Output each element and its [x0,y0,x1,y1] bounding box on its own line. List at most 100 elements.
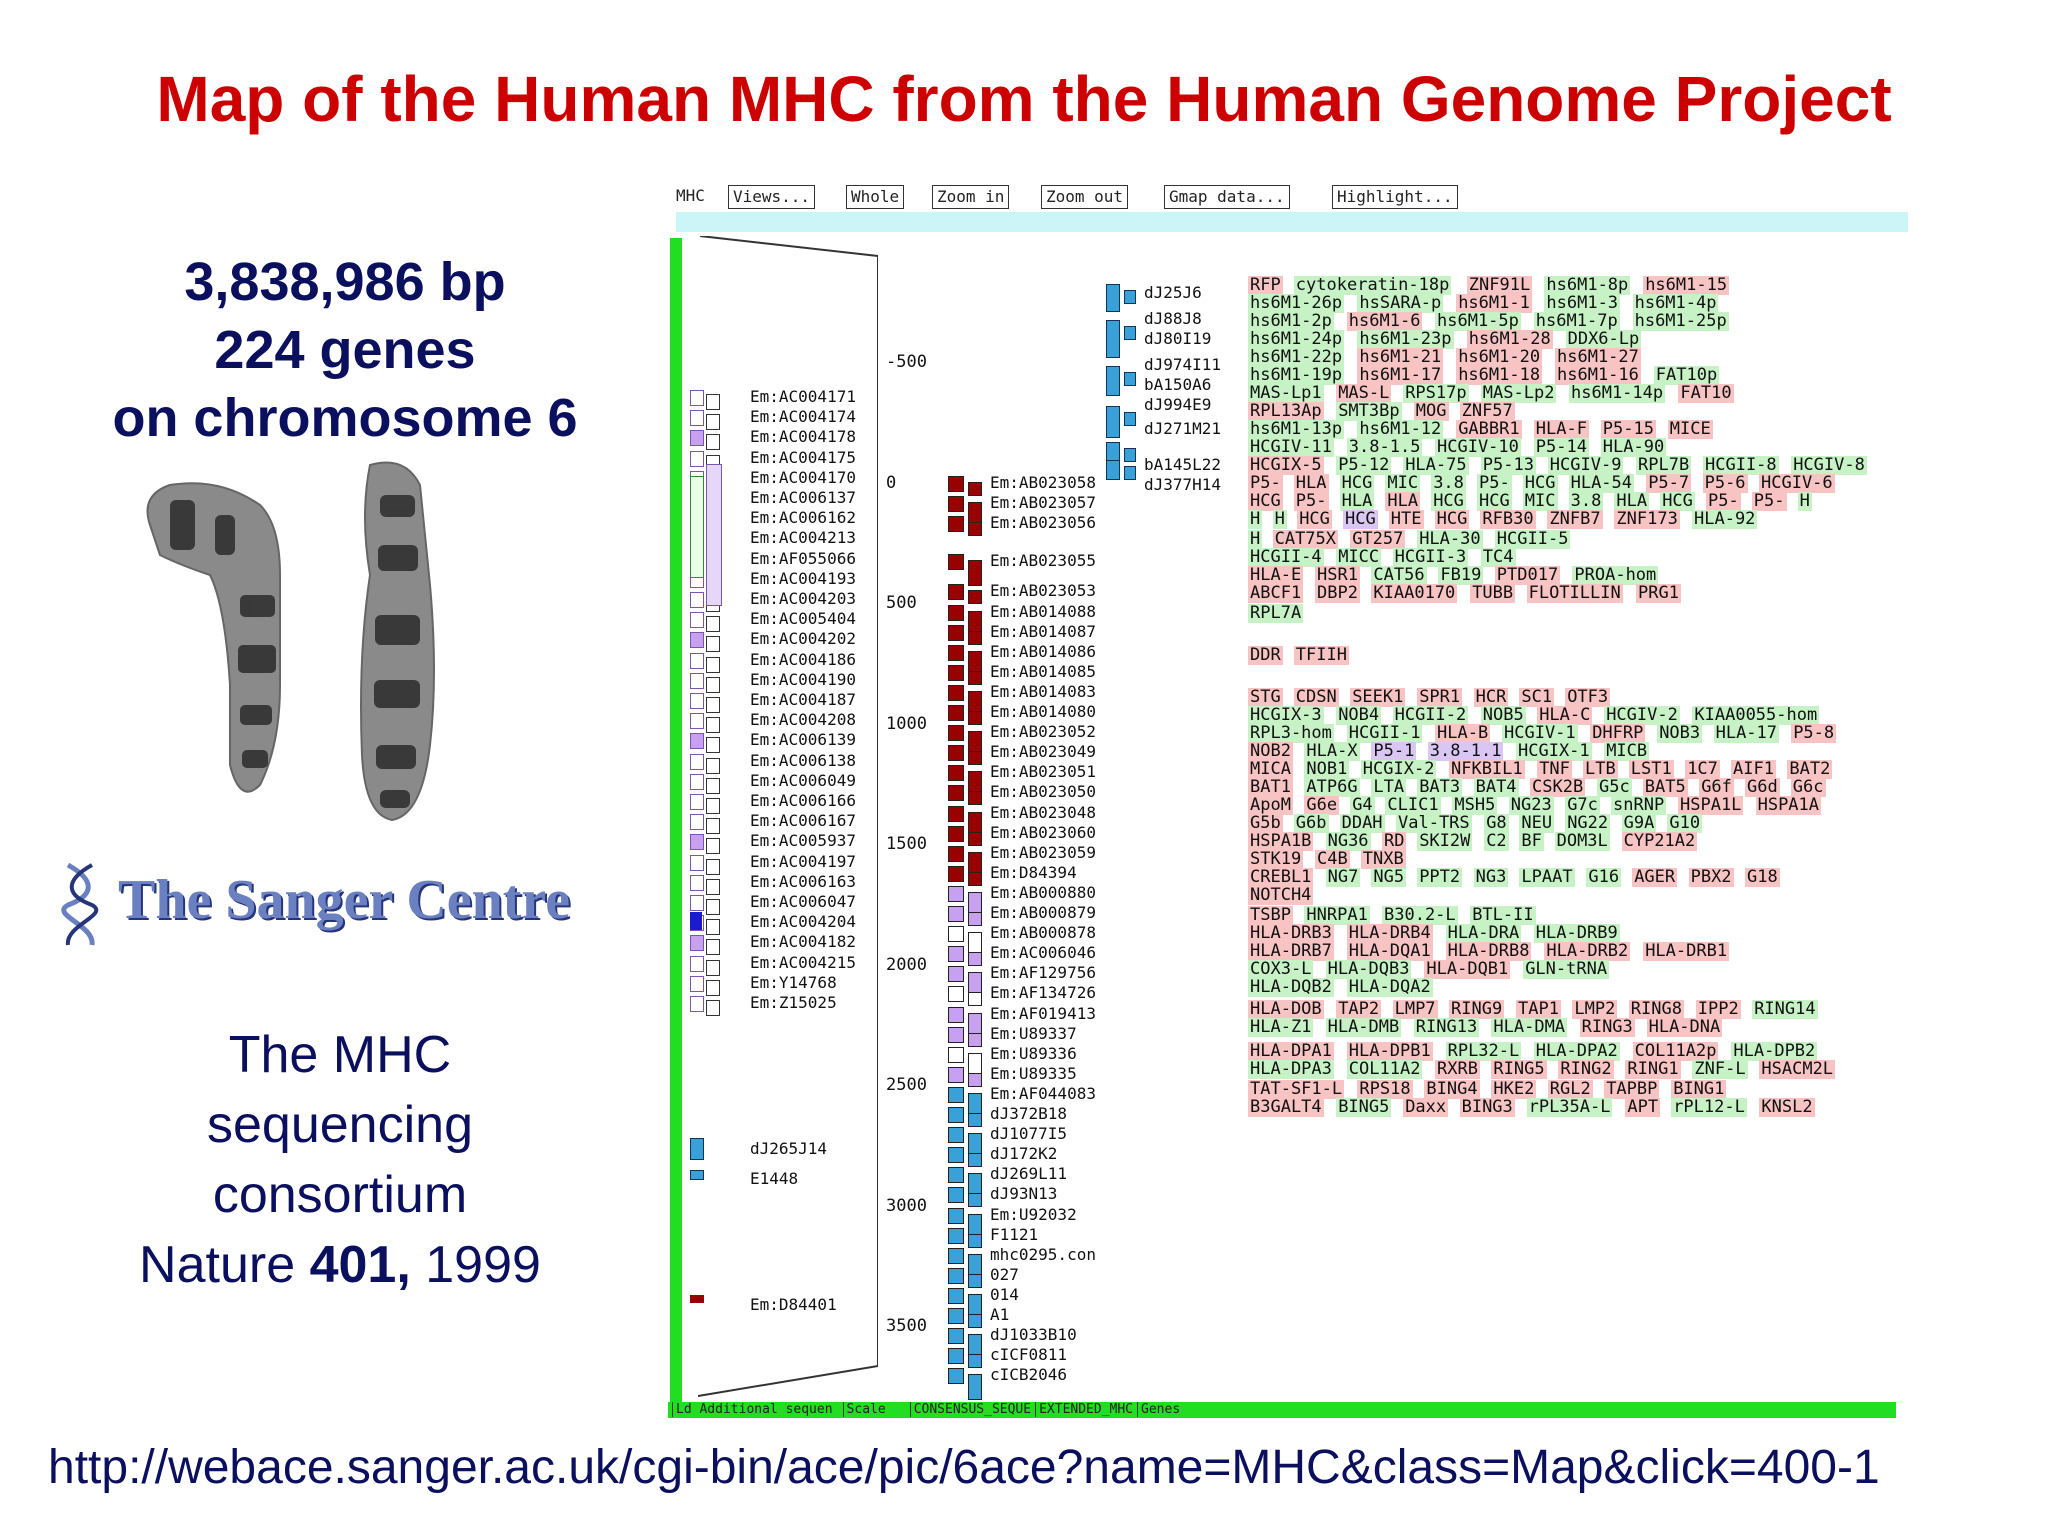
consensus-seq-marker [968,670,982,685]
gene-label: RFP [1248,275,1283,295]
gene-label: DOM3L [1554,831,1610,851]
gene-label: HLA-DQB2 [1248,977,1334,997]
gene-label: rPL12-L [1671,1097,1747,1117]
gene-label: hs6M1-23p [1357,329,1454,349]
gene-label: HLA-DRB9 [1533,923,1620,943]
zoom-out-button[interactable]: Zoom out [1041,185,1129,209]
sanger-centre-logo: The Sanger Centre [60,860,620,960]
extended-mhc-marker [1124,326,1136,340]
consensus-seq-marker [948,1026,964,1043]
gene-label: PROA-hom [1572,565,1659,585]
additional-seq-label: Em:AC006047 [750,892,856,911]
gene-label: DBP2 [1315,583,1360,603]
scale-tick-label: 2500 [886,1075,927,1095]
map-header-bar [676,212,1908,232]
gene-label: RPL32-L [1445,1041,1522,1061]
additional-seq-label: Em:AC006049 [750,770,856,790]
consensus-seq-marker [948,1187,964,1204]
extended-mhc-label: bA145L22 [1144,455,1222,474]
gene-label: HCGIV-11 [1248,437,1334,457]
gene-label: hs6M1-27 [1555,347,1641,367]
gene-label: G9A [1621,813,1657,833]
gene-label: hs6M1-13p [1248,419,1345,439]
gene-label: RPL13Ap [1248,401,1324,421]
whole-button[interactable]: Whole [846,185,905,209]
consensus-seq-marker [968,522,982,537]
additional-seq-label: Em:AC004204 [750,912,856,932]
gene-label: CYP21A2 [1621,831,1698,851]
additional-seq-label: Em:AC004170 [750,467,856,487]
gene-label: BAT3 [1417,777,1463,797]
gene-label: HSPA1B [1248,831,1314,851]
gene-label: HLA-DQA1 [1346,941,1433,961]
gene-label: CREBL1 [1248,867,1314,887]
extended-mhc-marker [1106,284,1120,312]
gene-label: H [1248,509,1263,529]
consensus-seq-marker [968,711,982,725]
gene-label: KNSL2 [1759,1097,1815,1117]
gene-label: HCGIV-10 [1435,437,1521,457]
consensus-seq-marker [948,1287,964,1304]
gene-label: RXRB [1435,1059,1480,1079]
consensus-seq-label: Em:AB014085 [990,661,1096,681]
gene-label: hs6M1-3 [1544,293,1621,313]
footer-col-extended: EXTENDED_MHC [1035,1402,1134,1417]
gene-label: BAT2 [1787,759,1833,779]
gene-label: G5b [1248,813,1283,833]
zoom-in-button[interactable]: Zoom in [932,185,1010,209]
additional-seq-label: Em:AC006167 [750,811,856,831]
additional-seq-label: Em:AC004182 [750,932,856,952]
consensus-seq-marker [948,765,964,782]
gene-label: COL11A2 [1346,1059,1423,1079]
highlight-button[interactable]: Highlight... [1332,185,1458,209]
consortium-citation: The MHC sequencing consortium Nature 401… [90,1020,590,1300]
gene-label: PRG1 [1636,583,1681,603]
map-label: MHC [676,186,705,205]
gene-label: TFIIH [1293,645,1349,665]
gene-label: HLA-54 [1568,473,1635,493]
gene-label: MAS-L [1336,383,1392,403]
gene-label: ATP6G [1304,777,1360,797]
views-button[interactable]: Views... [728,185,816,209]
consensus-seq-marker [948,664,964,681]
additional-seq-marker [690,996,704,1012]
extended-mhc-label: dJ377H14 [1144,475,1222,494]
consensus-seq-label: Em:U89337 [990,1023,1077,1043]
gene-label: HLA-DPA2 [1533,1041,1620,1061]
gene-label: CSK2B [1530,777,1586,797]
consensus-seq-marker [948,476,964,492]
additional-seq-label: Em:AC006139 [750,730,856,750]
additional-seq-marker [690,895,704,911]
gene-label: Daxx [1403,1097,1449,1117]
consensus-seq-label: Em:AB014083 [990,681,1096,701]
gene-label: P5- [1293,491,1329,511]
gene-label: HLA-DPA3 [1248,1059,1334,1079]
gene-label: COL11A2p [1632,1041,1719,1061]
additional-seq-label: E1448 [750,1169,799,1188]
source-url[interactable]: http://webace.sanger.ac.uk/cgi-bin/ace/p… [48,1441,1880,1494]
gene-label: P5- [1477,473,1512,493]
gene-label: HLA-DMB [1325,1017,1402,1037]
additional-seq-label: Em:AC004202 [750,629,856,649]
additional-seq-marker [706,464,722,606]
gene-label: NG22 [1565,813,1611,833]
additional-seq-marker [690,430,704,447]
gene-label: BING3 [1459,1097,1515,1117]
consensus-seq-marker [948,1267,964,1284]
consensus-seq-label: Em:AC006046 [990,943,1096,963]
consensus-seq-marker [948,684,964,701]
journal-year: 1999 [410,1236,541,1294]
additional-seq-marker [690,612,704,629]
consensus-seq-marker [968,482,982,496]
consensus-seq-label: Em:AB023060 [990,822,1096,842]
gene-label: G8 [1484,813,1509,833]
page-title: Map of the Human MHC from the Human Geno… [156,63,1892,135]
gene-label: MAS-Lp1 [1248,383,1324,403]
gene-label: rPL35A-L [1526,1097,1613,1117]
gene-label: BING5 [1336,1097,1392,1117]
gmap-data-button[interactable]: Gmap data... [1164,185,1290,209]
consensus-seq-label: dJ93N13 [990,1184,1058,1204]
gene-label: KIAA0170 [1371,583,1458,603]
gene-label: P5- [1706,491,1741,511]
consensus-seq-label: Em:AB000880 [990,882,1096,902]
